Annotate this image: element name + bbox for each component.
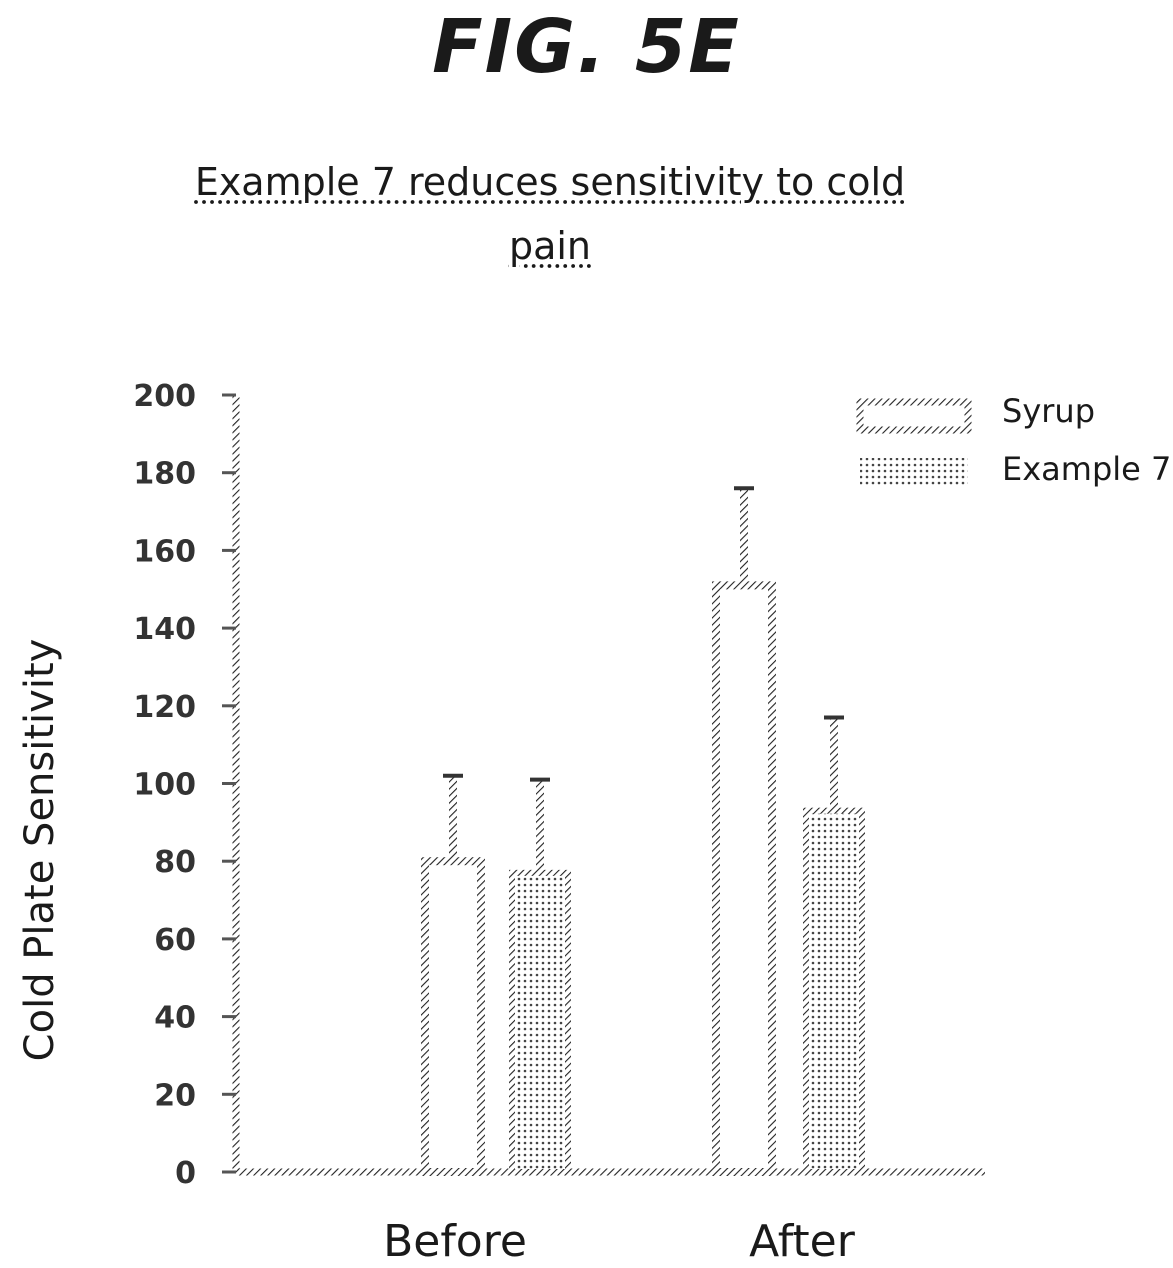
y-tick-label: 80 — [154, 845, 196, 880]
y-tick-label: 160 — [133, 534, 196, 569]
legend: Syrup Example 7 — [860, 392, 1171, 488]
legend-item-example-7: Example 7 — [860, 450, 1171, 488]
bar-example-7-before — [512, 780, 568, 1172]
y-tick-label: 0 — [175, 1156, 196, 1191]
y-tick-label: 40 — [154, 1001, 196, 1036]
legend-swatch-example-7 — [860, 458, 968, 486]
legend-swatch-syrup — [860, 402, 968, 430]
y-tick-label: 20 — [154, 1078, 196, 1113]
legend-label-syrup: Syrup — [1002, 392, 1095, 430]
y-tick-label: 120 — [133, 690, 196, 725]
y-tick-label: 140 — [133, 612, 196, 647]
bar-syrup-before — [425, 776, 481, 1172]
category-label-after: After — [749, 1216, 856, 1267]
bar-rect — [425, 861, 481, 1172]
y-tick-label: 100 — [133, 768, 196, 803]
legend-item-syrup: Syrup — [860, 392, 1095, 430]
bar-syrup-after — [716, 488, 772, 1172]
bar-example-7-after — [806, 717, 862, 1172]
bar-rect — [512, 873, 568, 1172]
bar-chart: 020406080100120140160180200 BeforeAfter … — [0, 0, 1173, 1268]
legend-label-example-7: Example 7 — [1002, 450, 1171, 488]
y-tick-label: 60 — [154, 923, 196, 958]
category-labels: Before After — [383, 1216, 856, 1267]
y-tick-label: 180 — [133, 457, 196, 492]
category-label-before: Before — [383, 1216, 527, 1267]
bar-rect — [716, 585, 772, 1172]
bar-rect — [806, 811, 862, 1172]
y-tick-label: 200 — [133, 379, 196, 414]
bars — [425, 488, 862, 1172]
